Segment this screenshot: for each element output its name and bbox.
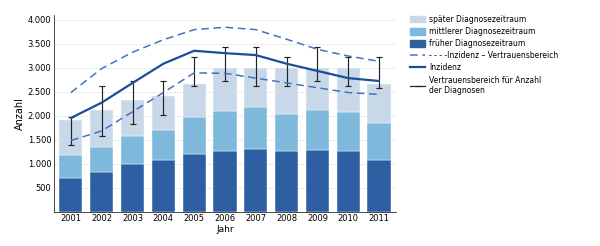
- Bar: [306, 110, 329, 150]
- Bar: [244, 108, 268, 149]
- Bar: [121, 136, 144, 164]
- Bar: [306, 68, 329, 110]
- Bar: [367, 160, 391, 212]
- Legend: später Diagnosezeitraum, mittlerer Diagnosezeitraum, früher Diagnosezeitraum, - : später Diagnosezeitraum, mittlerer Diagn…: [410, 15, 559, 95]
- Bar: [367, 123, 391, 160]
- Bar: [214, 68, 236, 111]
- Bar: [90, 172, 113, 212]
- X-axis label: Jahr: Jahr: [216, 225, 234, 234]
- Bar: [121, 164, 144, 212]
- Bar: [121, 100, 144, 136]
- Bar: [275, 114, 298, 151]
- Bar: [337, 112, 360, 151]
- Bar: [214, 151, 236, 212]
- Bar: [182, 117, 206, 154]
- Bar: [182, 154, 206, 212]
- Y-axis label: Anzahl: Anzahl: [14, 97, 25, 130]
- Bar: [214, 111, 236, 151]
- Bar: [244, 149, 268, 212]
- Bar: [275, 151, 298, 212]
- Bar: [59, 178, 82, 212]
- Bar: [337, 151, 360, 212]
- Bar: [90, 147, 113, 172]
- Bar: [152, 130, 175, 160]
- Bar: [152, 96, 175, 130]
- Bar: [152, 160, 175, 212]
- Bar: [182, 84, 206, 117]
- Bar: [367, 84, 391, 123]
- Bar: [59, 120, 82, 155]
- Bar: [275, 68, 298, 114]
- Bar: [337, 68, 360, 112]
- Bar: [244, 68, 268, 108]
- Bar: [306, 150, 329, 212]
- Bar: [59, 155, 82, 178]
- Bar: [90, 110, 113, 147]
